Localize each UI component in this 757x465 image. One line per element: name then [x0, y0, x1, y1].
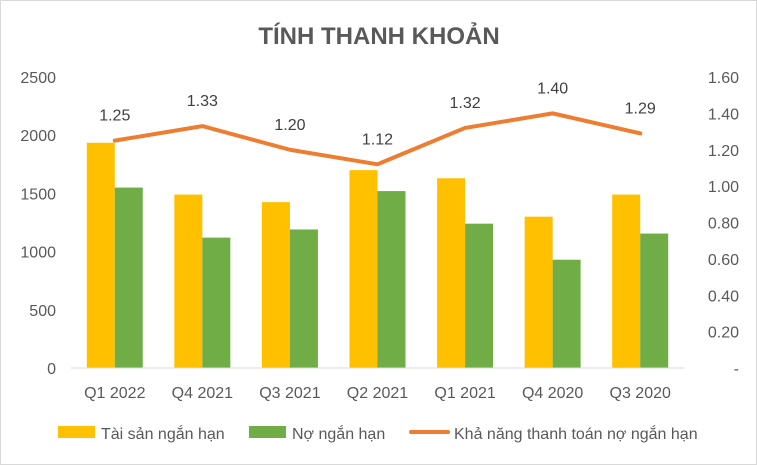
left-tick-label: 2000: [20, 128, 56, 145]
left-axis: 0 500 1000 1500 2000 2500: [20, 70, 56, 378]
right-tick-label: 1.20: [708, 143, 739, 160]
category-label: Q3 2021: [259, 385, 320, 402]
bar-liabilities: [377, 191, 406, 368]
bar-assets: [524, 216, 553, 368]
legend-label-ratio: Khả năng thanh toán nợ ngắn hạn: [454, 424, 698, 443]
ratio-data-label: 1.12: [362, 131, 393, 148]
ratio-data-label: 1.40: [537, 80, 568, 97]
bar-assets: [349, 170, 378, 368]
chart-title: TÍNH THANH KHOẢN: [258, 21, 499, 50]
left-tick-label: 1500: [20, 186, 56, 203]
legend: Tài sản ngắn hạn Nợ ngắn hạn Khả năng th…: [58, 424, 698, 443]
left-tick-label: 2500: [20, 70, 56, 87]
ratio-data-label: 1.33: [187, 93, 218, 110]
x-axis-categories: Q1 2022 Q4 2021 Q3 2021 Q2 2021 Q1 2021 Q4 20…: [84, 385, 671, 402]
ratio-data-label: 1.25: [99, 108, 130, 125]
right-tick-label: -: [734, 361, 739, 378]
legend-swatch-liabilities: [249, 426, 286, 438]
category-label: Q4 2020: [522, 385, 583, 402]
bar-assets: [612, 194, 641, 368]
right-tick-label: 1.60: [708, 70, 739, 87]
bar-liabilities: [552, 259, 581, 368]
right-tick-label: 1.40: [708, 106, 739, 123]
ratio-line-layer: 1.25 1.33 1.20 1.12 1.32 1.40 1.29: [99, 80, 656, 167]
category-label: Q1 2021: [434, 385, 495, 402]
right-axis: - 0.20 0.40 0.60 0.80 1.00 1.20 1.40 1.60: [708, 70, 739, 378]
category-label: Q4 2021: [172, 385, 233, 402]
category-label: Q2 2021: [347, 385, 408, 402]
bar-liabilities: [114, 187, 143, 368]
bar-liabilities: [465, 223, 494, 368]
left-tick-label: 0: [47, 361, 56, 378]
category-label: Q3 2020: [610, 385, 671, 402]
legend-label-liabilities: Nợ ngắn hạn: [292, 424, 385, 443]
ratio-data-label: 1.32: [450, 95, 481, 112]
right-tick-label: 0.80: [708, 216, 739, 233]
bar-liabilities: [289, 229, 318, 368]
bar-liabilities: [640, 233, 669, 368]
legend-label-assets: Tài sản ngắn hạn: [101, 424, 225, 443]
legend-swatch-assets: [58, 426, 95, 438]
left-tick-label: 500: [29, 303, 56, 320]
bar-assets: [86, 142, 115, 368]
right-tick-label: 0.40: [708, 288, 739, 305]
bars-layer: [86, 142, 669, 368]
right-tick-label: 1.00: [708, 179, 739, 196]
bar-liabilities: [202, 237, 231, 368]
right-tick-label: 0.20: [708, 325, 739, 342]
bar-assets: [174, 194, 203, 368]
ratio-line: [112, 111, 643, 167]
ratio-data-label: 1.29: [625, 100, 656, 117]
left-tick-label: 1000: [20, 245, 56, 262]
right-tick-label: 0.60: [708, 252, 739, 269]
bar-assets: [437, 178, 466, 368]
bar-assets: [261, 202, 290, 368]
category-label: Q1 2022: [84, 385, 145, 402]
ratio-data-label: 1.20: [274, 117, 305, 134]
